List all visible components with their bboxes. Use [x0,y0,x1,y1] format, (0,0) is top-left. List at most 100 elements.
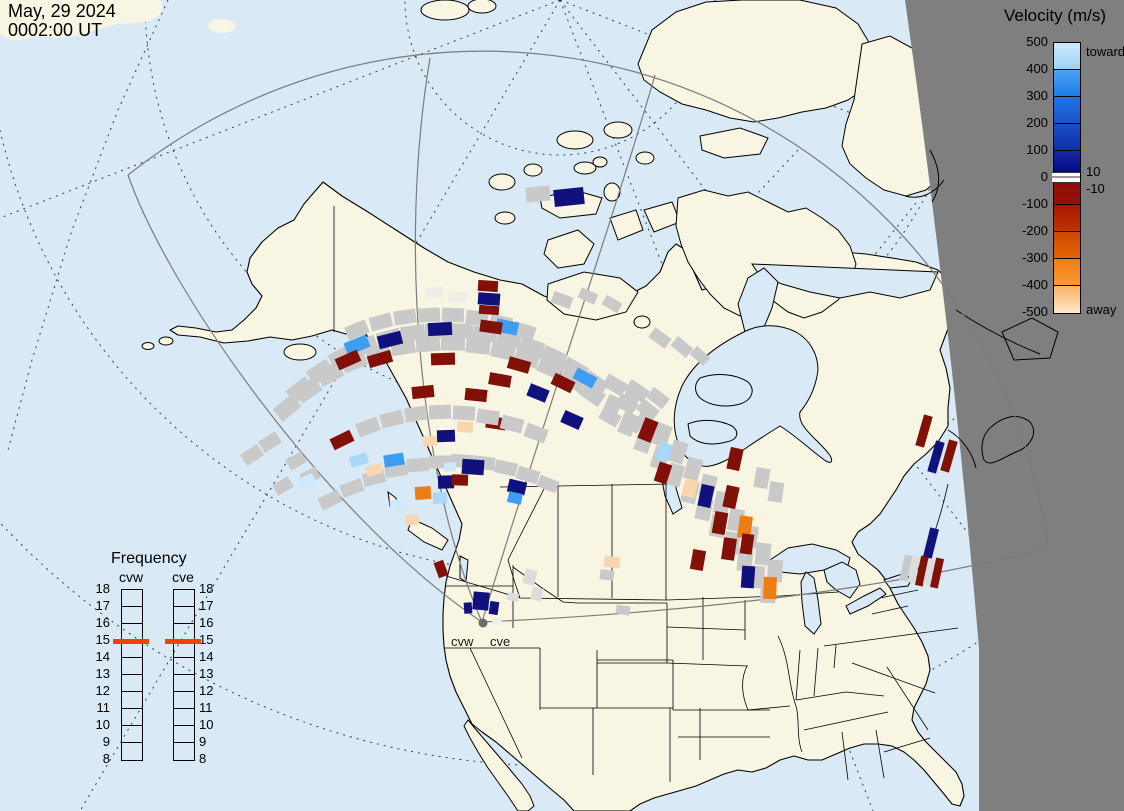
echo-cell [506,478,528,496]
echo-cell [448,323,474,339]
state-border [795,627,959,731]
echo-cell [415,335,441,353]
aleutian-island [141,342,155,350]
echo-cell [506,491,524,505]
echo-cell [651,422,673,448]
echo-cell [499,414,525,434]
arctic-island [523,163,543,177]
echo-cell [515,465,541,485]
echo-cell [406,457,430,473]
echo-cell [477,279,499,293]
echo-cell [599,569,615,581]
echo-cell [670,335,694,359]
arctic-island [467,0,497,14]
echo-cell [428,404,452,420]
echo-cell [452,405,476,421]
echo-cell [448,291,468,303]
echo-cell [317,489,343,511]
echo-cell [465,337,491,355]
province-border [499,483,673,488]
echo-cell [329,429,355,451]
echo-cell [433,559,449,579]
echo-cell [404,514,420,526]
devon-island [699,127,769,159]
echo-cell [721,537,737,561]
echo-cell [653,461,673,485]
echo-cell [315,361,345,387]
echo-cell [451,474,469,486]
echo-cell [366,349,394,369]
newfoundland-outline [1001,317,1059,361]
echo-cell [461,458,485,476]
state-border [795,644,837,701]
parry-island [573,161,597,175]
arctic-island [592,156,608,168]
state-border [742,600,791,711]
echo-cell [436,429,456,443]
echo-cell [339,478,365,498]
graticule-meridian [79,0,561,811]
aleutian-island [158,336,174,346]
echo-cell [355,416,381,438]
echo-cell [526,383,550,403]
echo-cell [615,604,631,616]
echo-cell [623,379,651,403]
fov-inner-edge-cvw [481,74,656,623]
echo-cell [477,292,501,306]
banks-island [543,229,595,269]
echo-cell [929,557,945,589]
echo-cell [383,452,405,468]
echo-cell [478,304,500,316]
state-border [539,602,668,710]
echo-cell [427,321,453,337]
echo-cell [293,376,323,404]
lake-erie [845,587,887,615]
echo-cell [348,452,370,468]
echo-cell [600,393,624,421]
radar-cells-layer [240,185,958,625]
echo-cell [648,327,672,349]
greenland-night-coast [904,149,945,203]
echo-cell [530,586,544,602]
echo-cell [616,410,640,438]
echo-cell [572,367,598,389]
maritime-coast [947,429,977,469]
kodiak-island [283,343,317,361]
fov-outer-arc [127,50,1049,549]
echo-cell [740,565,756,589]
parry-island [603,121,633,139]
great-slave-lake [687,419,738,445]
state-border [540,659,701,782]
echo-cell [365,463,383,477]
echo-cell [379,409,405,429]
echo-cell [711,511,729,535]
echo-cell [681,477,699,499]
water-bodies-layer [459,263,939,635]
lake-michigan [800,571,822,635]
echo-cell [258,431,282,453]
echo-cell [550,290,574,310]
radar-site-dot [478,618,488,628]
echo-cell [601,294,623,314]
echo-cell [417,307,441,323]
echo-cell [424,286,444,300]
echo-cell [432,492,448,504]
echo-cell [689,345,711,367]
echo-cell [443,462,457,472]
echo-cell [389,498,407,512]
echo-cell [285,451,307,471]
echo-cell [655,441,673,463]
echo-cell [753,466,771,490]
echo-cell [726,446,744,472]
echo-cell [682,456,704,482]
arctic-island [420,0,470,21]
prince-of-wales-island [609,209,644,241]
echo-cell [525,185,551,203]
echo-cell [914,555,930,587]
echo-cell [560,409,584,431]
echo-cell [297,472,317,490]
echo-cell [637,417,659,443]
echo-cell [557,367,587,393]
echo-cell [763,576,777,600]
